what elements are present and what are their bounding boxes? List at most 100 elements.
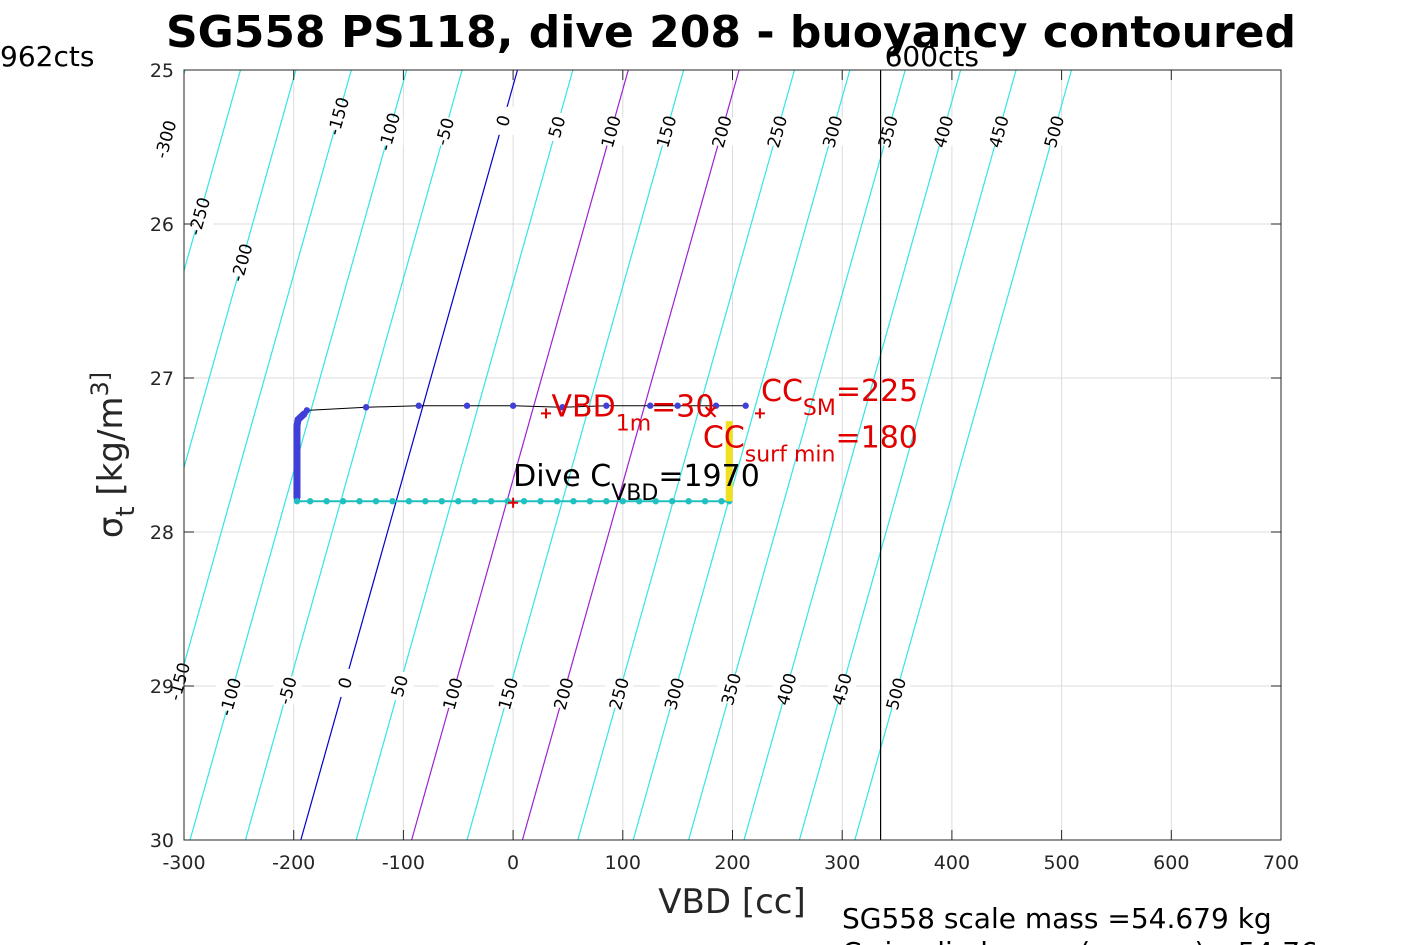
count-marker-label: 600cts — [885, 40, 979, 73]
contour-line — [798, 70, 1017, 840]
data-point-descent — [293, 431, 301, 439]
contour-line — [184, 70, 297, 470]
contour-label-bg — [596, 117, 625, 146]
vbd-1m-annotation: VBD1m=30 — [551, 390, 714, 437]
data-series — [293, 402, 749, 505]
contour-label-bg — [929, 117, 958, 146]
y-axis-label-text: σt [kg/m3] — [86, 372, 141, 538]
dive-cvbd-annotation: Dive CVBD=1970 — [513, 459, 760, 506]
contour-label-bg — [542, 112, 571, 141]
contour-label-bg — [151, 125, 180, 154]
contour-line — [632, 70, 851, 840]
data-point-deep — [685, 498, 692, 505]
contour-label-bg — [273, 676, 302, 705]
x-tick-label: 600 — [1153, 852, 1189, 874]
contour-label-bg — [430, 117, 459, 146]
data-point-deep — [520, 498, 528, 505]
data-point-descent — [463, 402, 471, 409]
data-point-deep — [389, 498, 396, 505]
vbd-1m-marker — [541, 408, 552, 419]
contour-line — [743, 70, 962, 840]
x-tick-label: 300 — [824, 852, 860, 874]
x-tick-label: 400 — [934, 852, 970, 874]
cc-sm-marker — [754, 408, 765, 419]
contour-label-bg — [707, 117, 736, 146]
data-point-deep — [701, 498, 709, 505]
contour-label-bg — [216, 682, 245, 711]
contour-line — [577, 70, 796, 840]
x-tick-label: 0 — [507, 852, 519, 874]
data-point-deep — [553, 498, 561, 505]
contour-label-bg — [717, 675, 746, 704]
y-tick-label: 25 — [150, 60, 174, 82]
y-tick-label: 27 — [150, 368, 174, 390]
contour-label-bg — [604, 679, 633, 708]
data-point-deep — [372, 498, 380, 505]
x-tick-label: 100 — [605, 852, 641, 874]
data-point-deep — [586, 498, 594, 505]
x-tick-label: 500 — [1043, 852, 1079, 874]
data-point-deep — [339, 498, 347, 505]
axis-ticks: -300 -200 -100 0 100 200 300 400 500 600 700252627… — [150, 60, 1299, 874]
data-point-descent — [362, 404, 370, 411]
contour-label-bg — [881, 679, 910, 708]
point-markers — [508, 406, 765, 508]
contour-label-bg — [818, 117, 847, 146]
contour-label-bg — [827, 675, 856, 704]
data-point-descent — [293, 485, 301, 493]
data-point-descent — [293, 474, 301, 482]
footer-scale-mass: SG558 scale mass =54.679 kg — [842, 902, 1272, 935]
dive-cvbd-marker — [508, 497, 519, 508]
contour-label-bg — [763, 117, 792, 146]
data-point-deep — [422, 498, 429, 505]
data-point-descent — [603, 402, 610, 409]
contour-label-bg — [652, 117, 681, 146]
contour-line — [184, 70, 352, 667]
contour-labels: -300-250-200-150 -100 -50 0 50 100 150 200 250 30… — [151, 95, 1069, 718]
data-point-deep — [405, 498, 413, 505]
contour-line — [355, 70, 574, 840]
data-point-deep — [718, 498, 725, 505]
data-point-descent — [647, 402, 654, 409]
footer-implied-mass: C_ implied mass (apogee) =54.76 — [842, 936, 1318, 945]
data-point-deep — [471, 498, 478, 505]
data-point-deep — [636, 498, 643, 505]
contour-line — [300, 70, 519, 840]
data-point-deep — [652, 498, 659, 505]
data-point-deep — [603, 498, 610, 505]
y-axis-label: σt [kg/m3] — [86, 372, 141, 538]
buoyancy-contours — [0, 70, 1073, 840]
contour-line — [521, 70, 740, 840]
x-tick-label: -300 — [162, 852, 205, 874]
contour-label-top: -300 — [152, 118, 182, 161]
data-point-deep — [323, 498, 330, 505]
data-point-descent — [559, 404, 566, 411]
contour-label-top: 0 — [493, 113, 515, 129]
x-axis-label: VBD [cc] — [658, 882, 806, 922]
data-point-deep — [537, 498, 544, 505]
data-point-descent — [301, 410, 308, 417]
x-tick-label: -100 — [382, 852, 425, 874]
data-point-descent — [742, 402, 749, 409]
data-point-descent — [674, 402, 681, 409]
data-point-deep — [668, 498, 676, 505]
contour-line — [0, 70, 74, 840]
contour-label-bg — [385, 672, 414, 700]
y-tick-label: 30 — [150, 830, 174, 852]
count-marker-label: 962cts — [0, 40, 94, 73]
contour-label-bg — [984, 117, 1013, 146]
contour-label-bg — [438, 679, 467, 708]
contour-line — [854, 70, 1073, 840]
contour-label-bg — [331, 668, 360, 697]
data-point-descent — [294, 416, 302, 423]
x-tick-label: 700 — [1263, 852, 1299, 874]
data-point-deep — [487, 498, 495, 505]
contour-line — [688, 70, 906, 840]
data-point-descent — [509, 402, 517, 409]
contour-label-bg — [1040, 117, 1069, 146]
x-tick-label: 200 — [714, 852, 750, 874]
y-tick-label: 26 — [150, 214, 174, 236]
contour-label-bg — [494, 679, 523, 708]
contour-label-bg — [489, 106, 518, 135]
